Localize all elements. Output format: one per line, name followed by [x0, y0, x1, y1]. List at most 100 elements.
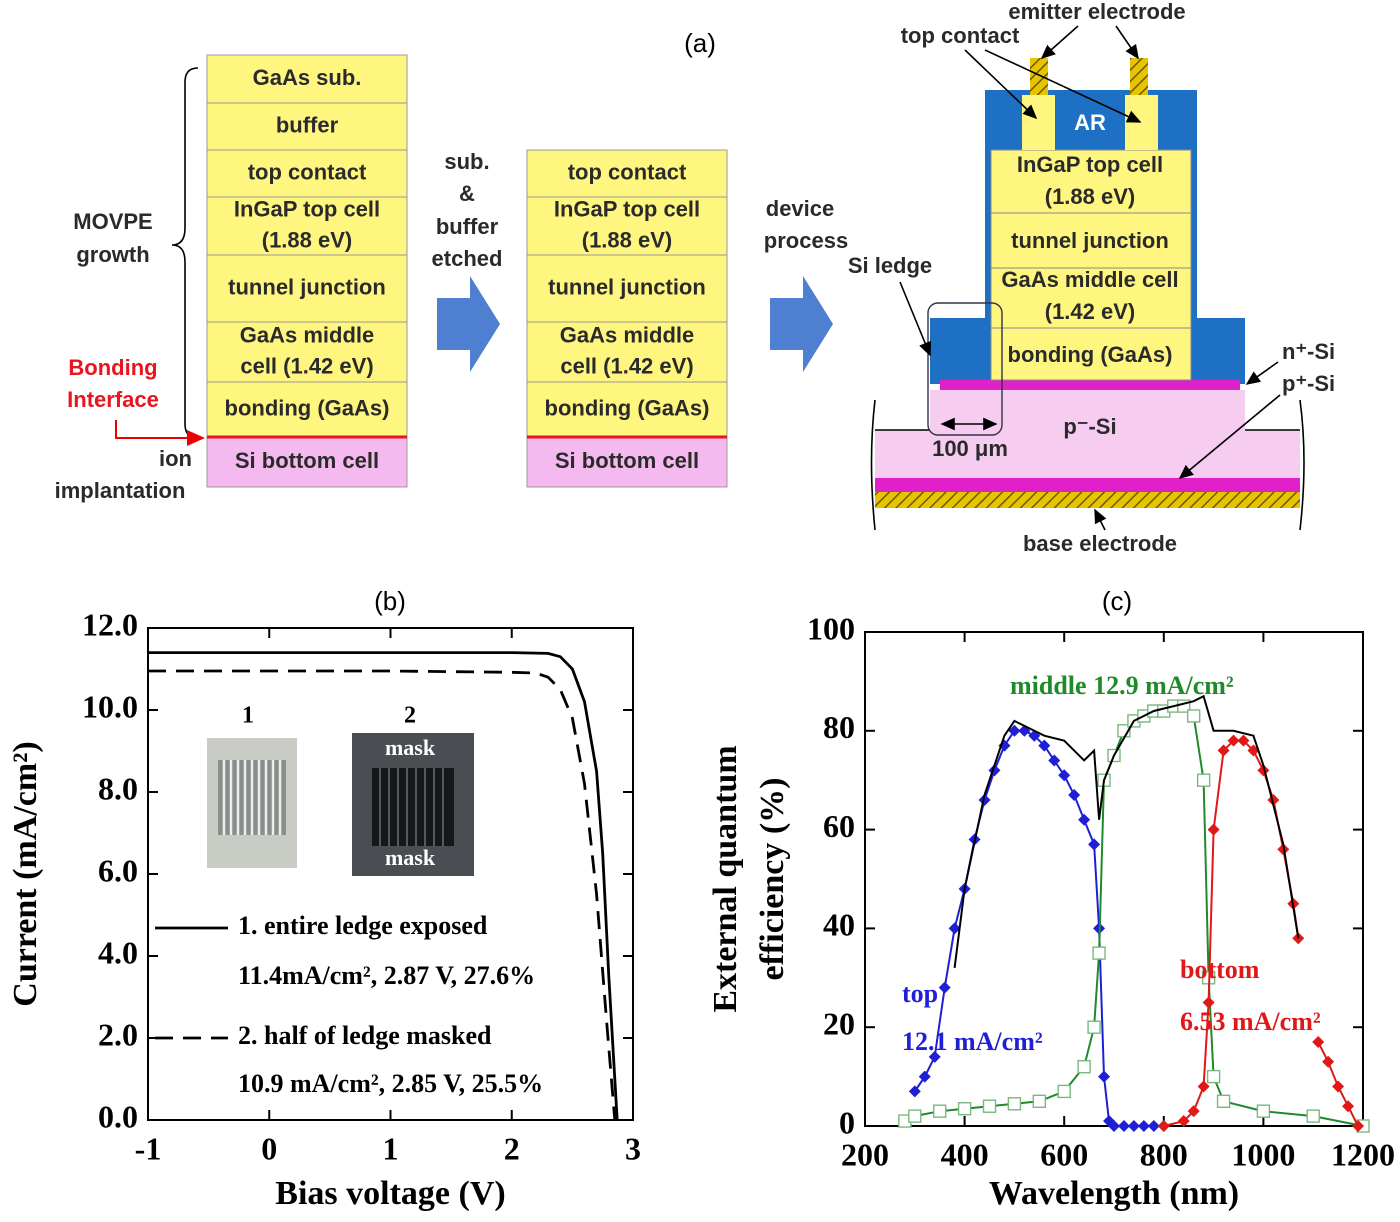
- layer-label: tunnel junction: [228, 274, 386, 299]
- y-tick-label: 60: [823, 808, 855, 844]
- layer: [526, 254, 728, 323]
- marker: [1186, 709, 1201, 723]
- y-tick-label: 0: [839, 1104, 855, 1140]
- marker: [1087, 1020, 1101, 1034]
- etch-label: sub.: [444, 149, 489, 174]
- marker: [1342, 1100, 1355, 1113]
- y-tick-label: 12.0: [82, 606, 138, 642]
- base-electrode: [875, 492, 1300, 508]
- bonding-label: Bonding: [68, 355, 157, 380]
- layer-label: top contact: [568, 159, 687, 184]
- inset-photos: 1 2 mask mask: [207, 703, 474, 876]
- layer: [206, 196, 408, 256]
- marker: [1202, 996, 1215, 1009]
- x-tick-label: 600: [1040, 1136, 1088, 1172]
- x-tick-label: 1: [383, 1130, 399, 1166]
- emitter-electrode: [1130, 58, 1148, 95]
- top-contact: [1125, 95, 1158, 150]
- y-tick-label: 6.0: [98, 852, 138, 888]
- x-tick-label: 0: [261, 1130, 277, 1166]
- growth-label: MOVPE: [73, 209, 152, 234]
- marker: [1352, 1120, 1365, 1132]
- inset-label: 1: [242, 703, 254, 729]
- layer: [206, 54, 408, 104]
- device-layer: [990, 212, 1192, 269]
- growth-label: growth: [76, 242, 149, 267]
- device-layer-label: tunnel junction: [1011, 228, 1169, 253]
- inset-label: mask: [385, 735, 436, 760]
- layer-label: GaAs sub.: [253, 65, 362, 90]
- marker: [908, 1085, 921, 1098]
- marker: [1088, 838, 1101, 851]
- x-tick-label: 800: [1140, 1136, 1188, 1172]
- legend-summary: 10.9 mA/cm², 2.85 V, 25.5%: [238, 1069, 543, 1098]
- device-layer-label: (1.88 eV): [1045, 184, 1136, 209]
- layer-label: top contact: [248, 159, 367, 184]
- series-line: [148, 669, 617, 1121]
- layer-label: Si bottom cell: [555, 448, 699, 473]
- marker: [1108, 1120, 1120, 1132]
- series-line: [148, 651, 619, 1121]
- layer: [206, 102, 408, 151]
- layer-label: InGaP top cell: [234, 196, 380, 221]
- layer-label: (1.88 eV): [582, 227, 673, 252]
- x-tick-label: 1200: [1331, 1136, 1395, 1172]
- process-arrow: [437, 276, 500, 372]
- device-layer-label: (1.42 eV): [1045, 299, 1136, 324]
- layer-label: Si bottom cell: [235, 448, 379, 473]
- marker: [1332, 1080, 1345, 1093]
- series-line: [953, 694, 1300, 969]
- y-tick-label: 2.0: [98, 1016, 138, 1052]
- layer: [526, 381, 728, 438]
- marker: [978, 793, 991, 806]
- x-tick-label: 400: [941, 1136, 989, 1172]
- marker: [957, 1102, 972, 1116]
- x-tick-label: -1: [135, 1130, 162, 1166]
- process-label: process: [764, 228, 848, 253]
- device-label: n⁺-Si: [1282, 339, 1335, 364]
- marker: [1322, 1055, 1335, 1068]
- y-tick-label: 100: [807, 610, 855, 646]
- y-tick-label: 10.0: [82, 688, 138, 724]
- series-label: middle 12.9 mA/cm²: [1010, 671, 1234, 700]
- marker: [1117, 1120, 1130, 1132]
- top-contact: [1022, 95, 1055, 150]
- y-tick-label: 40: [823, 907, 855, 943]
- marker: [1137, 1120, 1150, 1132]
- x-axis-label: Wavelength (nm): [989, 1175, 1239, 1212]
- device-label: p⁻-Si: [1063, 414, 1116, 439]
- device-layer: [990, 267, 1192, 329]
- photo-fingers: [379, 768, 444, 846]
- marker: [1217, 744, 1230, 757]
- etch-label: etched: [432, 246, 503, 271]
- layer: [526, 321, 728, 383]
- marker: [1157, 1120, 1170, 1132]
- marker: [1038, 739, 1051, 752]
- marker: [918, 1070, 931, 1083]
- x-axis-label: Bias voltage (V): [275, 1175, 505, 1212]
- layer-label: bonding (GaAs): [545, 395, 710, 420]
- device-label: Si ledge: [848, 253, 932, 278]
- ion-label: implantation: [55, 478, 186, 503]
- layer-label: cell (1.42 eV): [560, 353, 693, 378]
- device-label: 100 μm: [932, 436, 1008, 461]
- marker: [1048, 754, 1061, 767]
- layer-label: tunnel junction: [548, 274, 706, 299]
- layer-label: InGaP top cell: [554, 196, 700, 221]
- device-label: emitter electrode: [1008, 0, 1185, 24]
- marker: [1312, 1036, 1325, 1049]
- marker: [928, 1050, 941, 1063]
- layer-label: (1.88 eV): [262, 227, 353, 252]
- legend-label: 1. entire ledge exposed: [238, 911, 488, 940]
- marker: [1207, 823, 1220, 836]
- y-axis-label: External quantum: [707, 745, 744, 1012]
- marker: [1196, 773, 1211, 787]
- process-arrow: [770, 276, 833, 372]
- marker: [1008, 724, 1021, 737]
- device-label: AR: [1074, 110, 1106, 135]
- marker: [1306, 1109, 1320, 1123]
- panel-label: (a): [684, 28, 716, 58]
- marker: [1078, 813, 1091, 826]
- series-label: top: [902, 979, 938, 1008]
